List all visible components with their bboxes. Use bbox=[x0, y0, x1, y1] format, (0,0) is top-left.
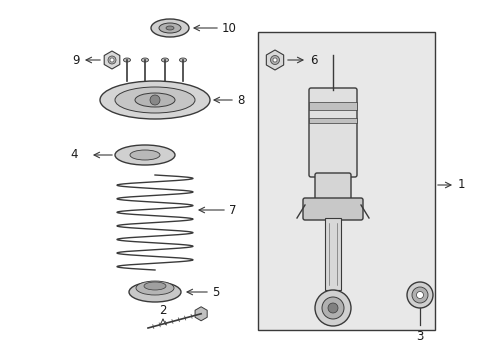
Ellipse shape bbox=[115, 87, 195, 113]
FancyBboxPatch shape bbox=[303, 198, 363, 220]
Polygon shape bbox=[104, 51, 120, 69]
Circle shape bbox=[416, 292, 423, 298]
Ellipse shape bbox=[151, 19, 189, 37]
Text: 8: 8 bbox=[237, 94, 245, 107]
Circle shape bbox=[273, 58, 277, 62]
Text: 5: 5 bbox=[212, 285, 220, 298]
Circle shape bbox=[407, 282, 433, 308]
Ellipse shape bbox=[130, 150, 160, 160]
Circle shape bbox=[315, 290, 351, 326]
FancyBboxPatch shape bbox=[315, 173, 351, 202]
Text: 7: 7 bbox=[229, 203, 237, 216]
Bar bbox=[309, 102, 357, 110]
Text: 6: 6 bbox=[310, 54, 318, 67]
FancyBboxPatch shape bbox=[309, 88, 357, 177]
Polygon shape bbox=[195, 307, 207, 321]
Ellipse shape bbox=[179, 58, 187, 62]
Text: 1: 1 bbox=[458, 179, 466, 192]
Ellipse shape bbox=[162, 58, 169, 62]
Text: 4: 4 bbox=[70, 148, 77, 162]
Ellipse shape bbox=[129, 282, 181, 302]
Circle shape bbox=[110, 58, 114, 62]
Text: 9: 9 bbox=[72, 54, 79, 67]
Ellipse shape bbox=[166, 26, 174, 30]
Text: 10: 10 bbox=[222, 22, 237, 35]
Ellipse shape bbox=[123, 58, 130, 62]
Circle shape bbox=[270, 55, 279, 64]
Circle shape bbox=[150, 95, 160, 105]
Circle shape bbox=[108, 56, 116, 64]
Ellipse shape bbox=[115, 145, 175, 165]
Circle shape bbox=[412, 287, 428, 303]
Bar bbox=[309, 118, 357, 123]
Bar bbox=[325, 218, 341, 290]
Polygon shape bbox=[267, 50, 284, 70]
Ellipse shape bbox=[159, 23, 181, 33]
Ellipse shape bbox=[144, 282, 166, 290]
Text: 3: 3 bbox=[416, 330, 424, 343]
Ellipse shape bbox=[136, 281, 174, 295]
Bar bbox=[258, 32, 435, 330]
Ellipse shape bbox=[100, 81, 210, 119]
Ellipse shape bbox=[142, 58, 148, 62]
Circle shape bbox=[322, 297, 344, 319]
Text: 2: 2 bbox=[159, 303, 167, 316]
Circle shape bbox=[328, 303, 338, 313]
Ellipse shape bbox=[135, 93, 175, 107]
